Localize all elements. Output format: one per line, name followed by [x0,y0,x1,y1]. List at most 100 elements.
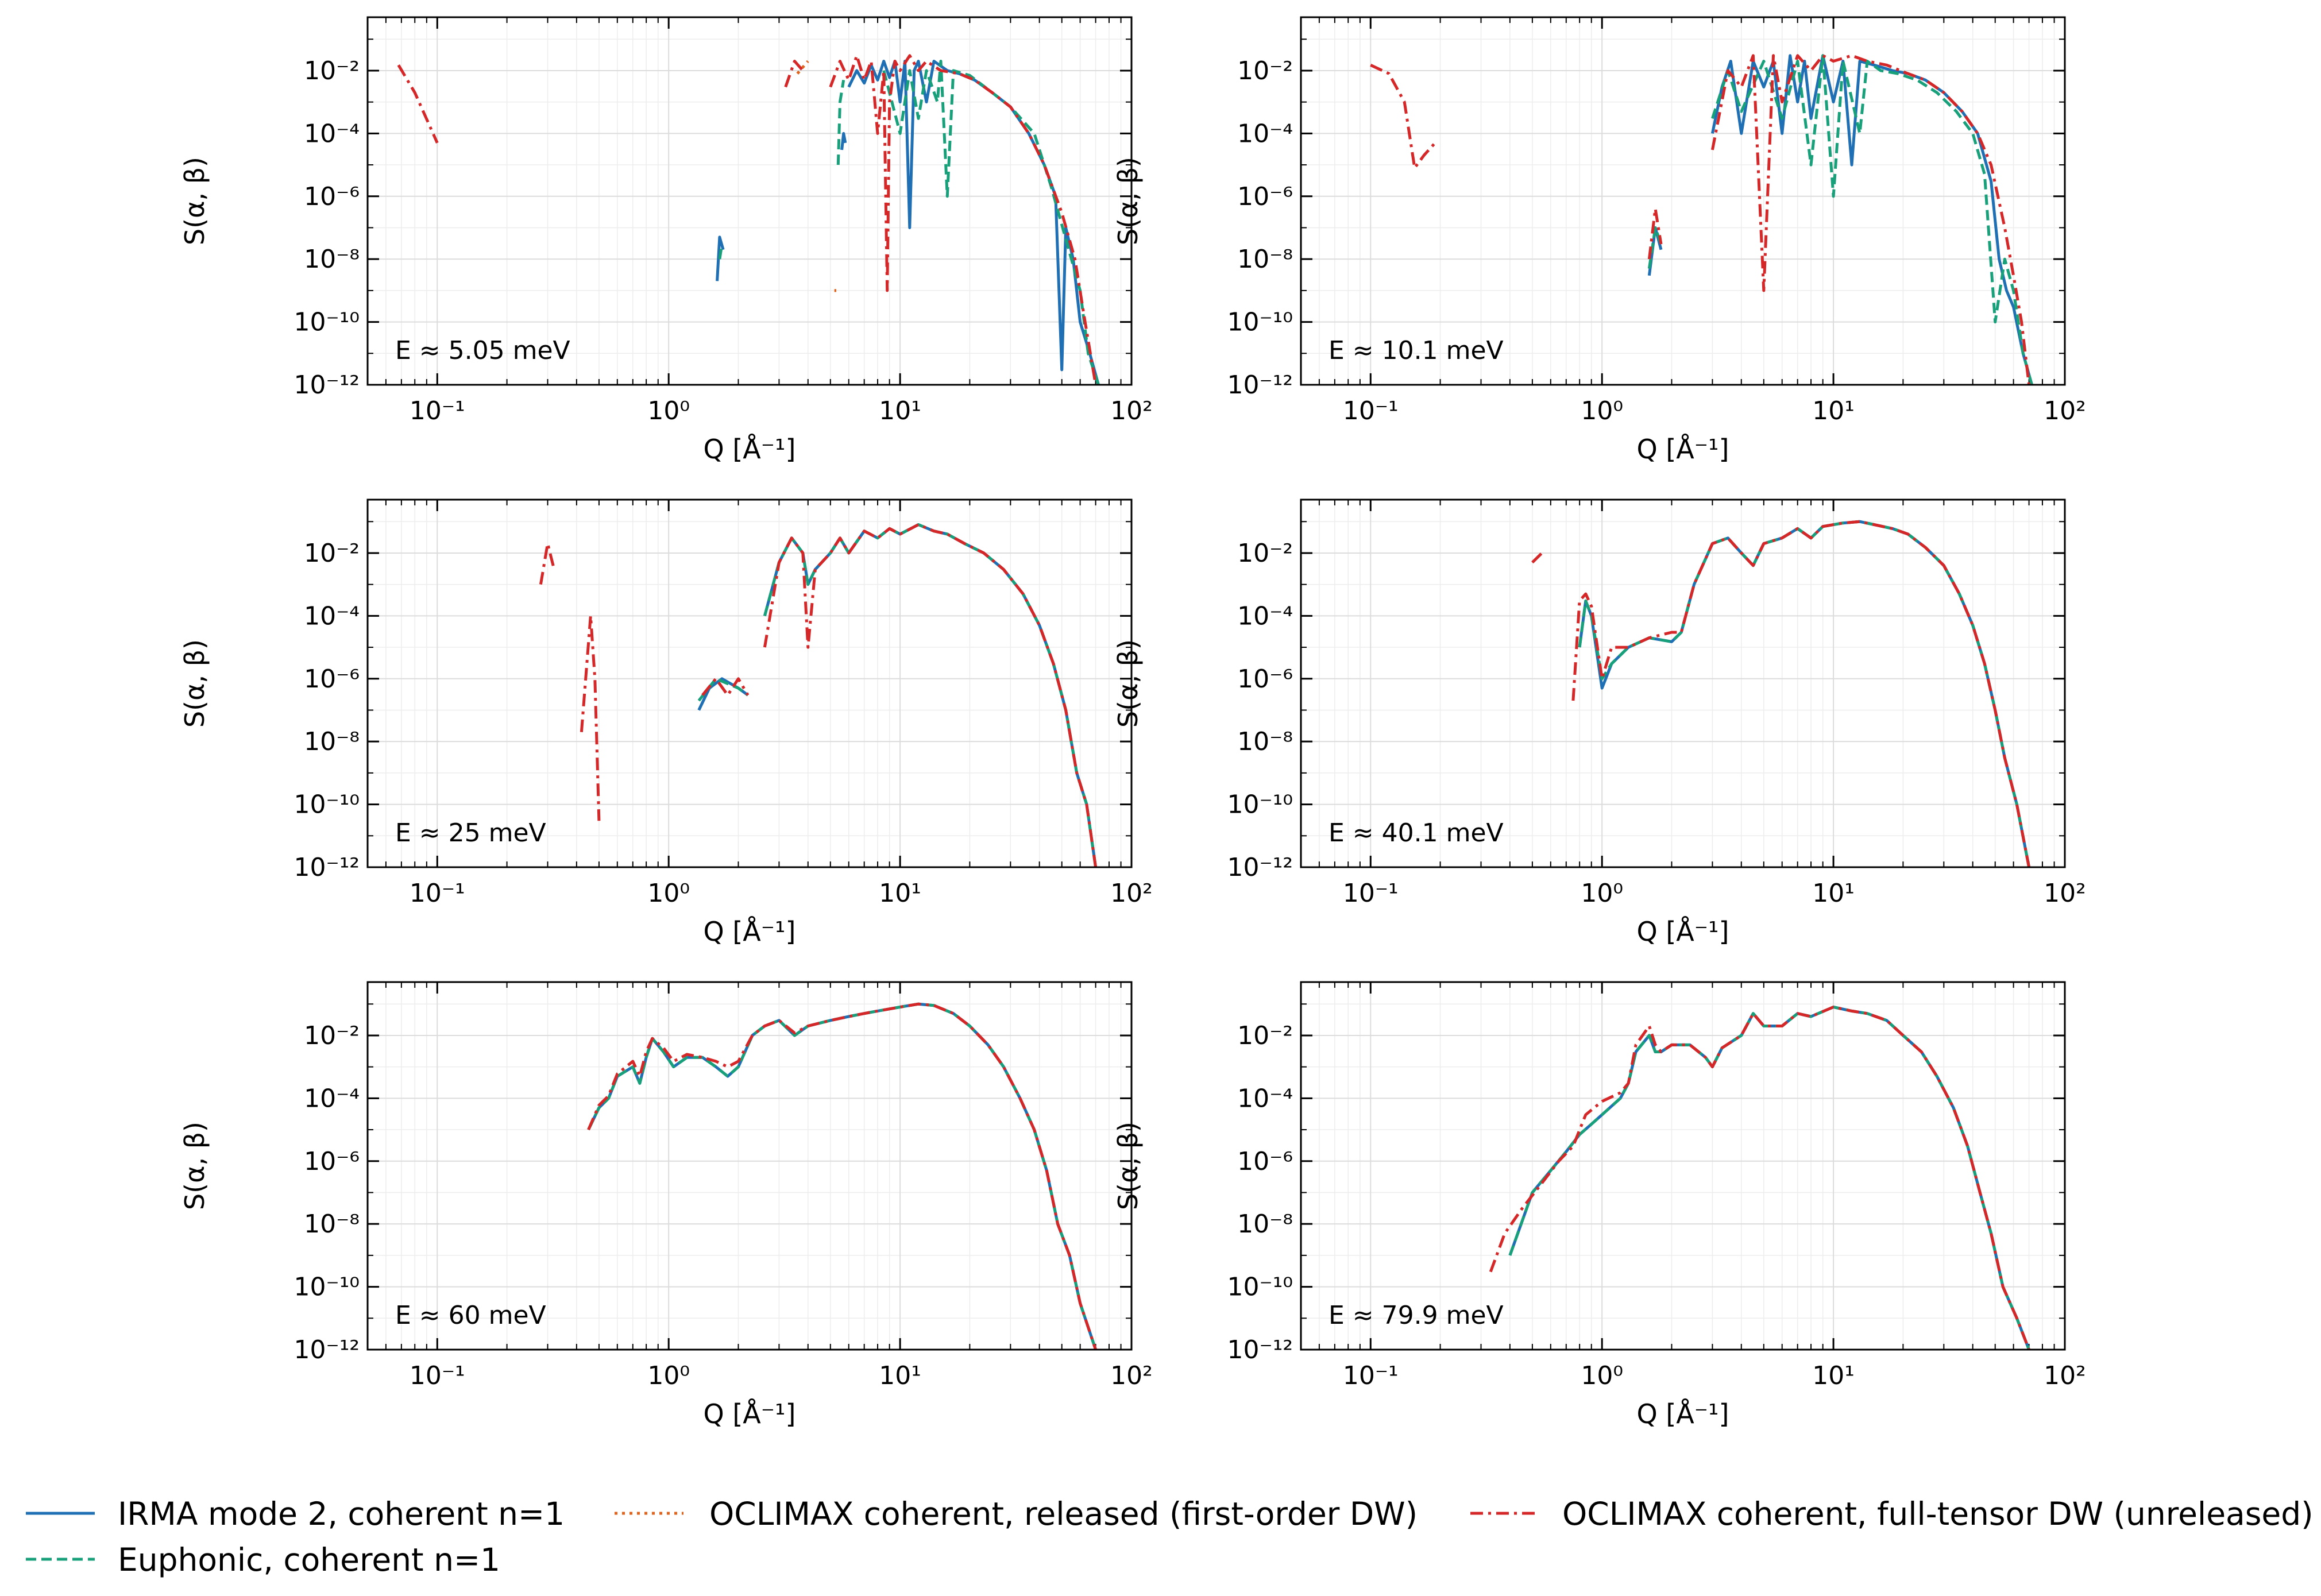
series-line-3 [580,614,601,821]
series-line-3 [1489,1006,2030,1350]
series-line-3 [1710,54,2031,385]
x-tick-label: 10² [2044,396,2086,426]
energy-annotation: E ≈ 5.05 meV [395,336,570,365]
series-line-3 [796,60,809,75]
y-tick-label: 10⁻² [1237,1021,1293,1050]
y-tick-label: 10⁻² [304,56,360,86]
y-tick-label: 10⁻⁴ [304,119,360,148]
energy-annotation: E ≈ 25 meV [395,818,546,848]
legend-label-oclimax-full-tensor: OCLIMAX coherent, full-tensor DW (unrele… [1562,1495,2314,1532]
y-tick-label: 10⁻⁴ [304,1084,360,1113]
y-tick-label: 10⁻⁶ [1237,1147,1293,1176]
x-tick-label: 10¹ [1812,879,1855,908]
series-group [539,523,1098,867]
series-group [1489,1006,2030,1350]
legend-entry-irma: IRMA mode 2, coherent n=1 [26,1495,565,1532]
chart-panel-4: 10⁻¹ 10⁰ 10¹ 10² 10⁻² 10⁻⁴ 10⁻⁶ 10⁻⁸ 10⁻¹⁰ 10⁻¹² E… [1113,498,2086,947]
y-tick-label: 10⁻⁸ [304,245,360,274]
x-tick-label: 10⁰ [647,396,690,426]
legend-entry-oclimax-full-tensor: OCLIMAX coherent, full-tensor DW (unrele… [1470,1495,2314,1532]
y-tick-label: 10⁻² [1237,539,1293,568]
energy-annotation: E ≈ 10.1 meV [1329,336,1504,365]
y-tick-label: 10⁻¹⁰ [1227,1273,1293,1302]
legend-label-euphonic: Euphonic, coherent n=1 [118,1541,500,1578]
y-tick-label: 10⁻¹⁰ [294,1273,360,1302]
series-line-4 [829,54,1098,385]
series-line-2 [718,244,724,260]
legend: IRMA mode 2, coherent n=1 Euphonic, cohe… [26,1495,2314,1578]
series-line-3 [763,523,1098,867]
y-tick-label: 10⁻¹⁰ [1227,790,1293,820]
x-tick-label: 10¹ [1812,1361,1855,1390]
y-tick-label: 10⁻¹² [294,853,360,882]
y-axis-label: S(α, β) [179,157,210,245]
series-line-3 [587,1002,1097,1350]
x-tick-label: 10² [1110,1361,1153,1390]
y-axis-label: S(α, β) [179,639,210,728]
series-line-4 [784,60,804,88]
series-line-4 [397,64,439,144]
x-tick-label: 10² [2044,879,2086,908]
y-tick-label: 10⁻¹² [294,1335,360,1365]
y-tick-label: 10⁻⁴ [1237,1084,1293,1113]
x-tick-label: 10² [2044,1361,2086,1390]
y-tick-label: 10⁻⁴ [304,601,360,631]
x-tick-label: 10⁰ [647,879,690,908]
series-line-1 [847,60,1100,385]
x-axis-label: Q [Å⁻¹] [1637,1398,1729,1429]
y-tick-label: 10⁻⁴ [1237,601,1293,631]
x-tick-label: 10² [1110,879,1153,908]
legend-label-oclimax-released: OCLIMAX coherent, released (first-order … [709,1495,1418,1532]
series-line-2 [587,1002,1097,1350]
y-tick-label: 10⁻⁸ [1237,1209,1293,1239]
series-line-1 [1710,54,2033,385]
series-line-1 [1578,520,2031,867]
chart-panel-1: 10⁻¹ 10⁰ 10¹ 10² 10⁻² 10⁻⁴ 10⁻⁶ 10⁻⁸ 10⁻¹⁰ 10⁻¹² E… [179,16,1153,465]
y-tick-label: 10⁻⁶ [304,664,360,694]
legend-entry-euphonic: Euphonic, coherent n=1 [26,1541,500,1578]
series-line-1 [763,523,1098,867]
x-tick-label: 10¹ [879,396,921,426]
plot-frame [1300,981,2066,1351]
series-group [1370,54,2033,385]
x-tick-label: 10¹ [1812,396,1855,426]
x-tick-label: 10⁻¹ [410,879,465,908]
x-tick-label: 10⁻¹ [1343,396,1399,426]
series-line-2 [836,79,845,165]
y-axis-label: S(α, β) [179,1122,210,1210]
x-tick-label: 10⁻¹ [410,396,465,426]
x-tick-label: 10⁰ [1581,396,1623,426]
series-line-1 [697,677,749,711]
series-group [397,54,1100,385]
energy-annotation: E ≈ 60 meV [395,1301,546,1330]
chart-panel-3: 10⁻¹ 10⁰ 10¹ 10² 10⁻² 10⁻⁴ 10⁻⁶ 10⁻⁸ 10⁻¹⁰ 10⁻¹² E… [179,498,1153,947]
x-tick-label: 10⁻¹ [410,1361,465,1390]
series-group [587,1002,1097,1350]
series-line-3 [539,542,556,585]
x-tick-label: 10⁰ [1581,1361,1623,1390]
y-tick-label: 10⁻⁶ [1237,664,1293,694]
y-tick-label: 10⁻² [1237,56,1293,86]
series-line-2 [1711,54,2033,385]
plot-frame [1300,498,2066,868]
energy-annotation: E ≈ 79.9 meV [1329,1301,1504,1330]
series-line-2 [1578,520,2031,867]
y-tick-label: 10⁻¹² [1227,370,1293,400]
legend-label-irma: IRMA mode 2, coherent n=1 [118,1495,565,1532]
plot-frame [366,498,1133,868]
x-axis-label: Q [Å⁻¹] [1637,434,1729,465]
chart-panel-5: 10⁻¹ 10⁰ 10¹ 10² 10⁻² 10⁻⁴ 10⁻⁶ 10⁻⁸ 10⁻¹⁰ 10⁻¹² E… [179,981,1153,1429]
series-line-3 [1531,552,1543,564]
series-line-1 [1508,1006,2030,1350]
y-tick-label: 10⁻⁶ [304,182,360,211]
x-tick-label: 10⁰ [647,1361,690,1390]
y-tick-label: 10⁻⁶ [304,1147,360,1176]
y-tick-label: 10⁻¹² [294,370,360,400]
y-tick-label: 10⁻¹⁰ [294,308,360,337]
series-line-1 [587,1002,1097,1350]
y-tick-label: 10⁻⁸ [304,1209,360,1239]
y-tick-label: 10⁻⁸ [304,727,360,756]
y-tick-label: 10⁻¹² [1227,1335,1293,1365]
plot-frame [366,16,1133,386]
y-tick-label: 10⁻² [304,1021,360,1050]
